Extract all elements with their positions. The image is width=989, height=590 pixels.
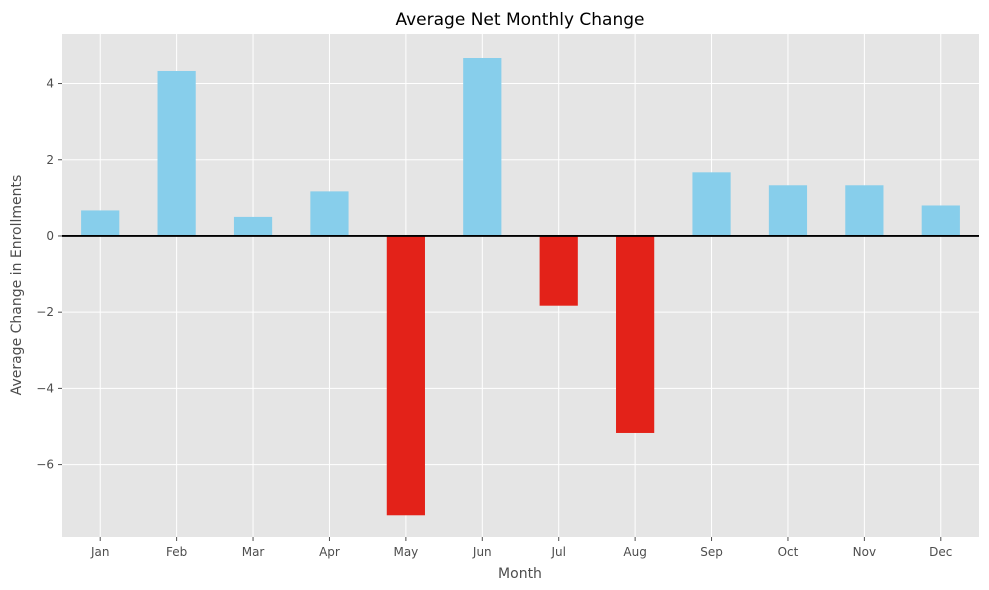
x-tick-label: Sep xyxy=(700,545,723,559)
y-axis-ticks: −6 −4 −2 0 2 4 xyxy=(36,77,62,472)
y-tick-label: −6 xyxy=(36,458,54,472)
bar-oct xyxy=(768,185,808,236)
y-tick-label: −2 xyxy=(36,305,54,319)
x-tick-label: Mar xyxy=(242,545,265,559)
y-tick-label: 2 xyxy=(46,153,54,167)
bar-nov xyxy=(845,185,884,236)
chart-title: Average Net Monthly Change xyxy=(395,10,644,30)
x-tick-label: Jul xyxy=(550,545,565,559)
x-tick-label: Aug xyxy=(623,545,646,559)
bar-jan xyxy=(81,210,120,236)
bar-sep xyxy=(692,172,731,236)
bar-may xyxy=(386,235,425,516)
bar-dec xyxy=(921,205,960,236)
x-tick-label: Jun xyxy=(472,545,492,559)
bar-jun xyxy=(463,58,502,236)
y-tick-label: 4 xyxy=(46,77,54,91)
bar-jul xyxy=(539,235,578,306)
x-tick-label: Nov xyxy=(853,545,876,559)
x-axis-ticks: Jan Feb Mar Apr May Jun Jul Aug Sep Oct Nov Dec xyxy=(90,537,952,559)
x-tick-label: Apr xyxy=(319,545,340,559)
x-tick-label: Jan xyxy=(90,545,110,559)
bars xyxy=(81,58,960,516)
x-axis-label: Month xyxy=(498,566,542,582)
y-tick-label: −4 xyxy=(36,381,54,395)
x-tick-label: Dec xyxy=(929,545,952,559)
bar-aug xyxy=(616,235,655,433)
bar-mar xyxy=(233,216,273,236)
x-tick-label: May xyxy=(393,545,418,559)
y-axis-label: Average Change in Enrollments xyxy=(9,175,25,396)
x-tick-label: Oct xyxy=(778,545,799,559)
bar-apr xyxy=(310,191,349,236)
x-tick-label: Feb xyxy=(166,545,187,559)
bar-feb xyxy=(157,70,196,236)
y-tick-label: 0 xyxy=(46,229,54,243)
plot-area xyxy=(62,34,979,537)
